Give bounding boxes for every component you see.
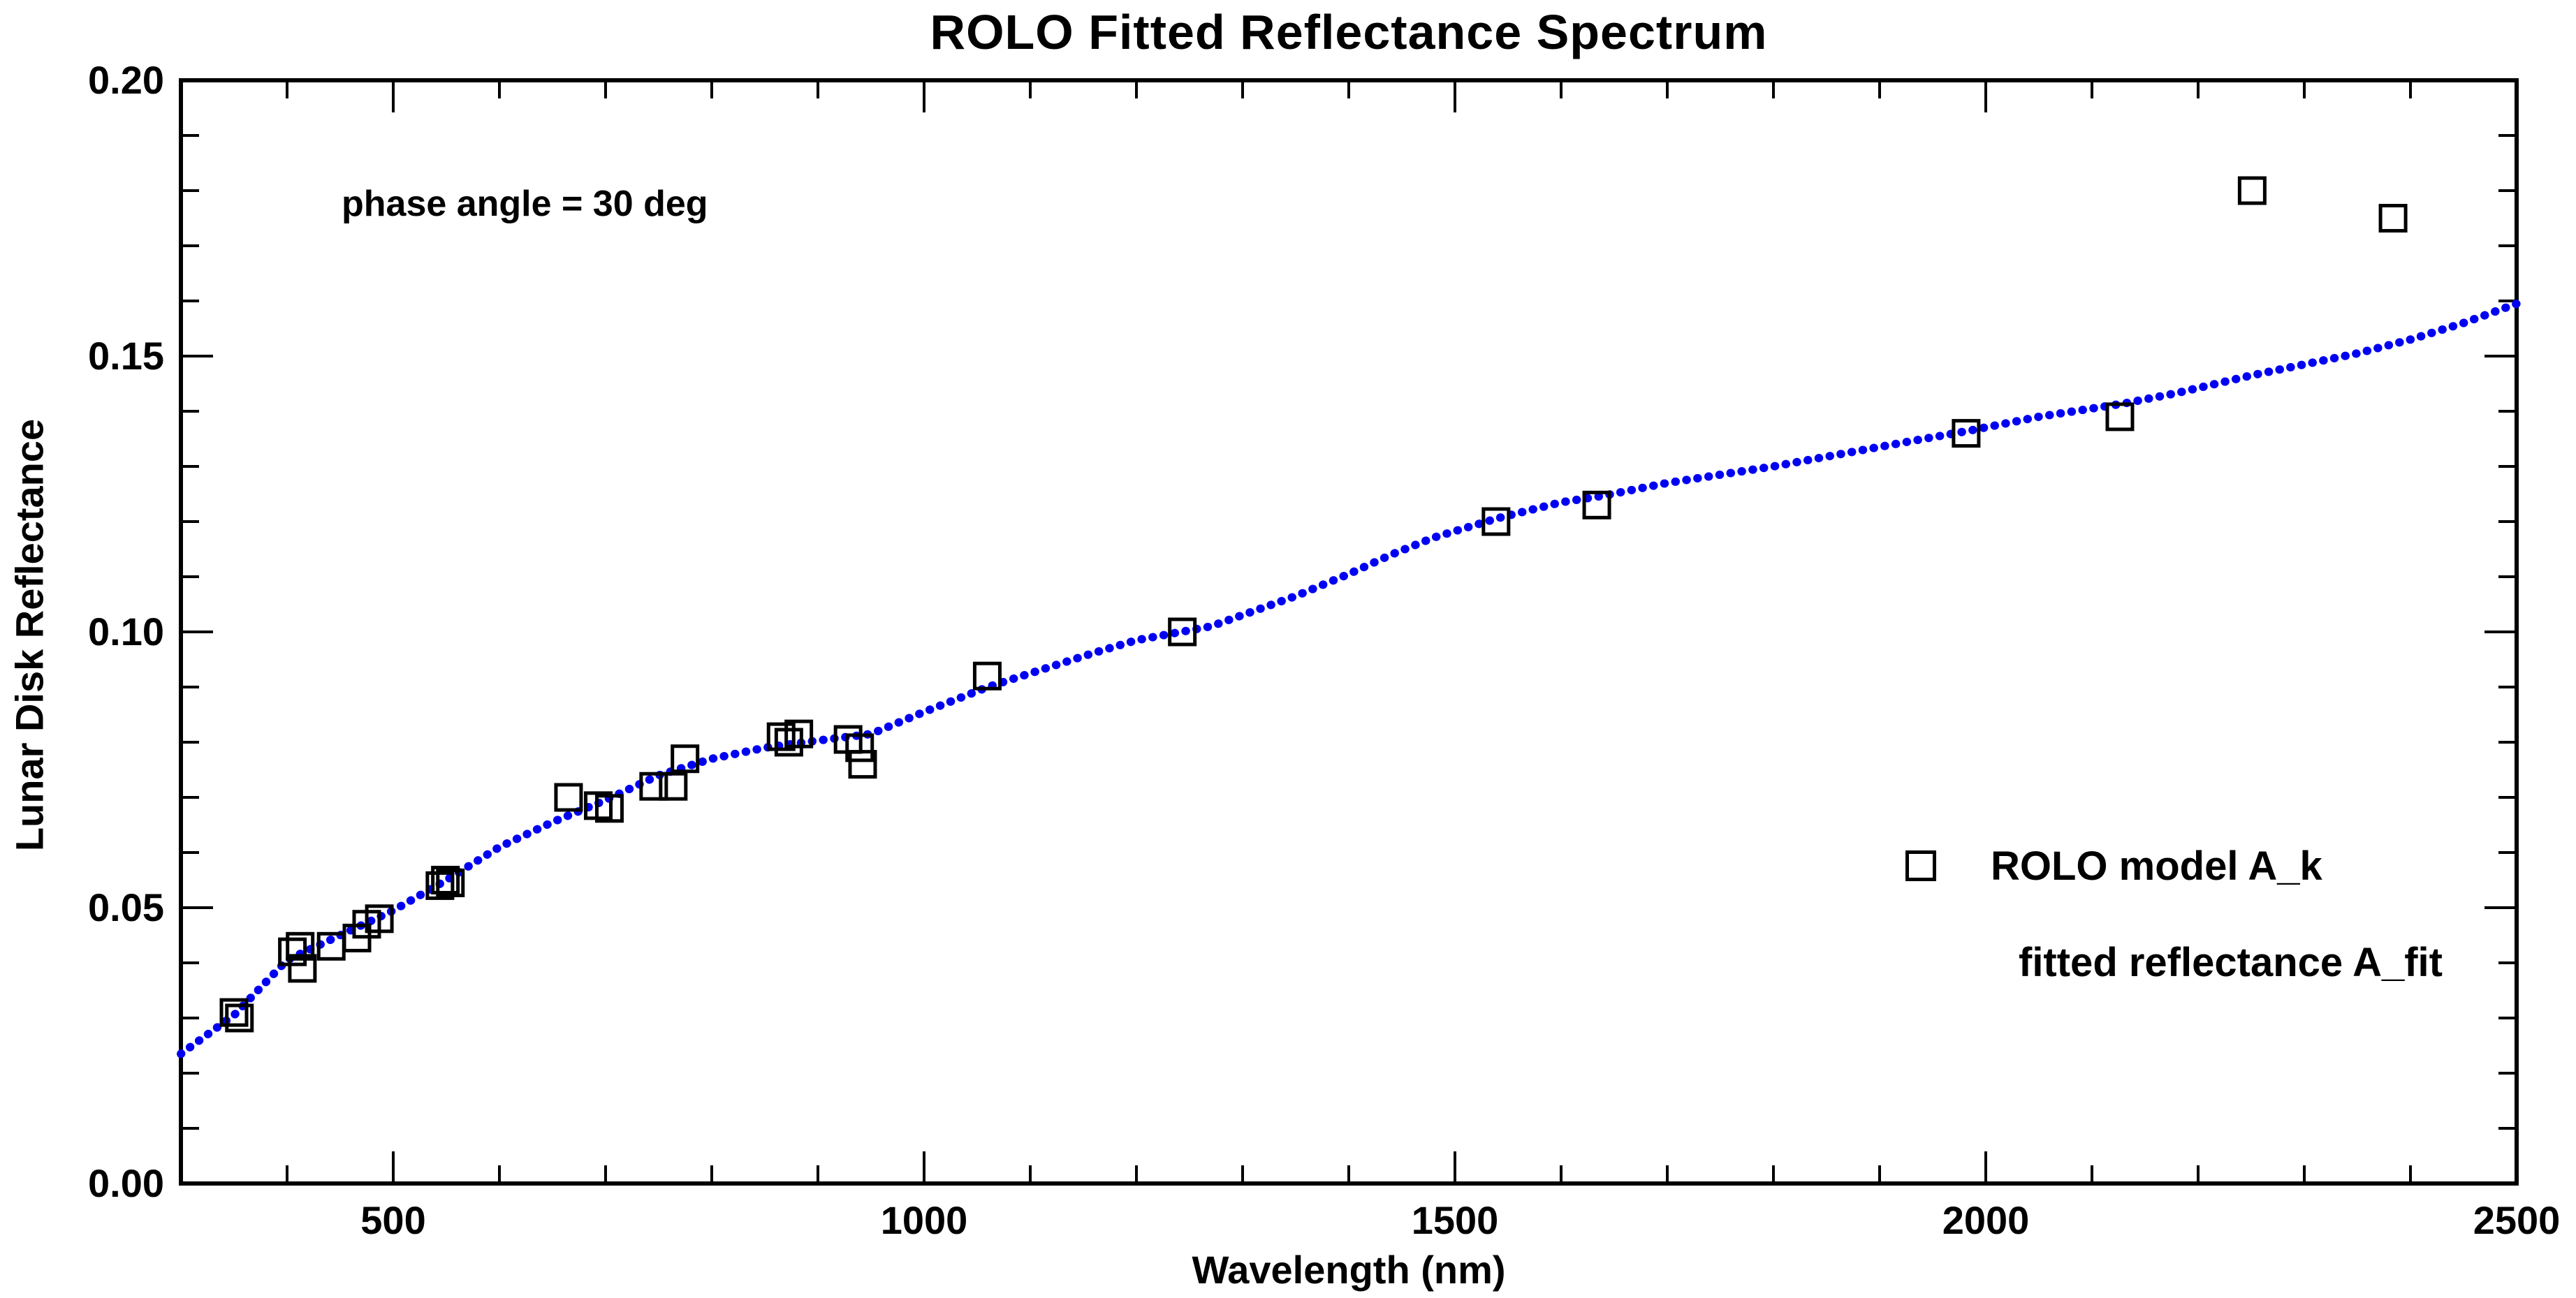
data-point-marker <box>436 868 465 897</box>
data-point-marker <box>431 866 460 894</box>
data-point-marker <box>1952 419 1981 448</box>
data-point-marker <box>671 744 700 774</box>
fitted-curve <box>177 300 2521 1059</box>
data-point-marker <box>1582 490 1611 519</box>
data-point-marker <box>365 904 394 934</box>
data-point-marker <box>288 954 317 983</box>
legend-square-marker-icon <box>1905 850 1936 881</box>
data-point-marker <box>774 728 803 757</box>
legend-line-marker-icon <box>1852 959 1982 966</box>
phase-angle-annotation: phase angle = 30 deg <box>342 184 708 224</box>
data-point-marker <box>225 1003 254 1033</box>
x-tick-label: 500 <box>360 1198 426 1242</box>
x-axis-title: Wavelength (nm) <box>1192 1248 1506 1292</box>
data-point-marker <box>594 794 624 823</box>
data-point-marker <box>2105 402 2135 432</box>
data-point-marker <box>1168 617 1197 647</box>
data-point-marker <box>554 783 583 812</box>
data-point-marker <box>766 722 796 751</box>
data-point-marker <box>278 937 307 966</box>
x-tick-label: 2000 <box>1942 1198 2030 1242</box>
axis-frame <box>179 78 2519 1186</box>
data-point-marker <box>659 772 688 801</box>
y-tick-label: 0.15 <box>88 334 164 378</box>
y-tick-label: 0.00 <box>88 1161 164 1205</box>
y-tick-label: 0.05 <box>88 885 164 929</box>
x-tick-label: 1000 <box>880 1198 968 1242</box>
data-point-marker <box>2237 176 2267 205</box>
legend-label-rolo-model: ROLO model A_k <box>1991 843 2322 889</box>
y-tick-label: 0.10 <box>88 610 164 654</box>
data-point-marker <box>286 931 315 961</box>
data-point-marker <box>219 998 249 1027</box>
data-point-marker <box>848 750 877 779</box>
data-point-marker <box>784 719 814 748</box>
x-tick-label: 1500 <box>1411 1198 1499 1242</box>
legend-label-fitted-reflectance: fitted reflectance A_fit <box>2019 940 2443 985</box>
data-point-marker <box>845 733 874 762</box>
data-point-marker <box>2378 204 2408 233</box>
x-tick-label: 2500 <box>2473 1198 2561 1242</box>
y-tick-label: 0.20 <box>88 58 164 102</box>
data-point-marker <box>639 772 668 801</box>
data-point-marker <box>425 871 455 900</box>
data-point-marker <box>1481 507 1511 536</box>
data-point-marker <box>972 661 1002 691</box>
chart-title: ROLO Fitted Reflectance Spectrum <box>930 5 1768 59</box>
